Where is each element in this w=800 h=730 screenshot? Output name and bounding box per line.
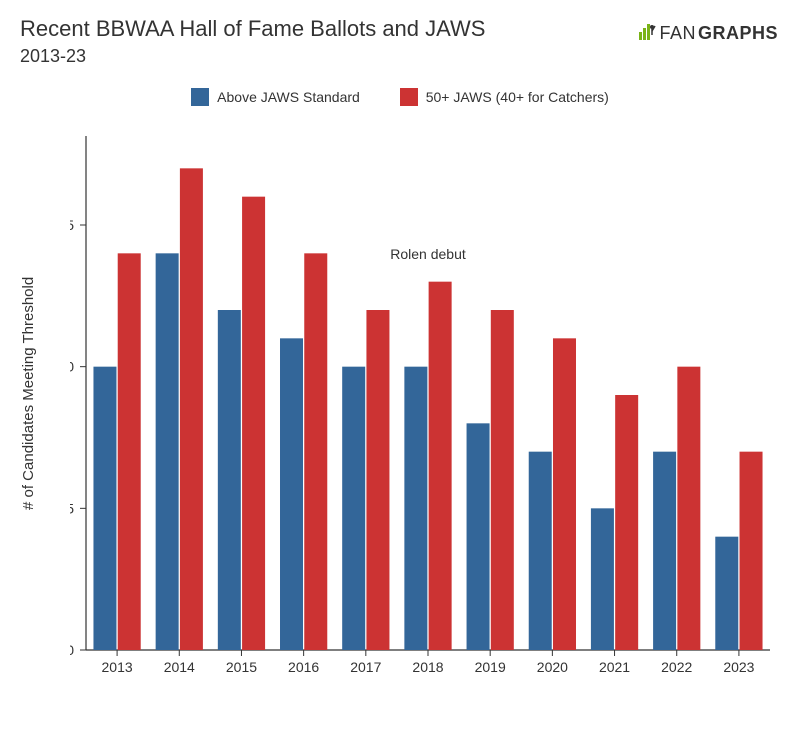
svg-text:2015: 2015 <box>226 659 257 675</box>
legend-item-0: Above JAWS Standard <box>191 88 360 106</box>
plot-area: 0 5 10 15 2013 2014 2015 2016 2017 2018 2019 2020 20… <box>70 130 780 680</box>
svg-text:2014: 2014 <box>164 659 195 675</box>
svg-text:2017: 2017 <box>350 659 381 675</box>
svg-text:2018: 2018 <box>412 659 443 675</box>
bar <box>529 452 552 650</box>
svg-text:15: 15 <box>70 217 74 233</box>
bar <box>677 367 700 650</box>
bar <box>404 367 427 650</box>
svg-text:2020: 2020 <box>537 659 568 675</box>
y-axis-label: # of Candidates Meeting Threshold <box>20 277 37 510</box>
chart-container: Recent BBWAA Hall of Fame Ballots and JA… <box>0 0 800 730</box>
brand-suffix: GRAPHS <box>698 23 778 44</box>
bar <box>467 423 490 650</box>
bar <box>156 253 179 650</box>
legend-item-1: 50+ JAWS (40+ for Catchers) <box>400 88 609 106</box>
svg-text:2022: 2022 <box>661 659 692 675</box>
svg-text:2016: 2016 <box>288 659 319 675</box>
legend-label-1: 50+ JAWS (40+ for Catchers) <box>426 89 609 105</box>
legend-swatch-0 <box>191 88 209 106</box>
bar <box>242 197 265 650</box>
bar <box>366 310 389 650</box>
bar <box>280 338 303 650</box>
brand-prefix: FAN <box>659 23 696 44</box>
bar <box>429 282 452 650</box>
bar <box>653 452 676 650</box>
svg-text:10: 10 <box>70 359 74 375</box>
bar <box>491 310 514 650</box>
chart-subtitle: 2013-23 <box>20 46 86 67</box>
svg-text:2013: 2013 <box>102 659 133 675</box>
bar <box>118 253 141 650</box>
svg-text:0: 0 <box>70 642 74 658</box>
bar <box>591 508 614 650</box>
svg-text:5: 5 <box>70 500 74 516</box>
bar <box>553 338 576 650</box>
legend-label-0: Above JAWS Standard <box>217 89 360 105</box>
svg-text:2019: 2019 <box>475 659 506 675</box>
bar <box>740 452 763 650</box>
chart-title: Recent BBWAA Hall of Fame Ballots and JA… <box>20 16 485 42</box>
bar <box>180 168 203 650</box>
bar <box>218 310 241 650</box>
bar <box>93 367 116 650</box>
bar <box>615 395 638 650</box>
legend: Above JAWS Standard 50+ JAWS (40+ for Ca… <box>0 88 800 109</box>
brand-logo: FANGRAPHS <box>637 22 778 45</box>
annotation-text: Rolen debut <box>390 246 466 262</box>
svg-text:2023: 2023 <box>723 659 754 675</box>
bar <box>715 537 738 650</box>
brand-icon <box>637 22 657 45</box>
bar <box>342 367 365 650</box>
legend-swatch-1 <box>400 88 418 106</box>
bar <box>304 253 327 650</box>
svg-text:2021: 2021 <box>599 659 630 675</box>
